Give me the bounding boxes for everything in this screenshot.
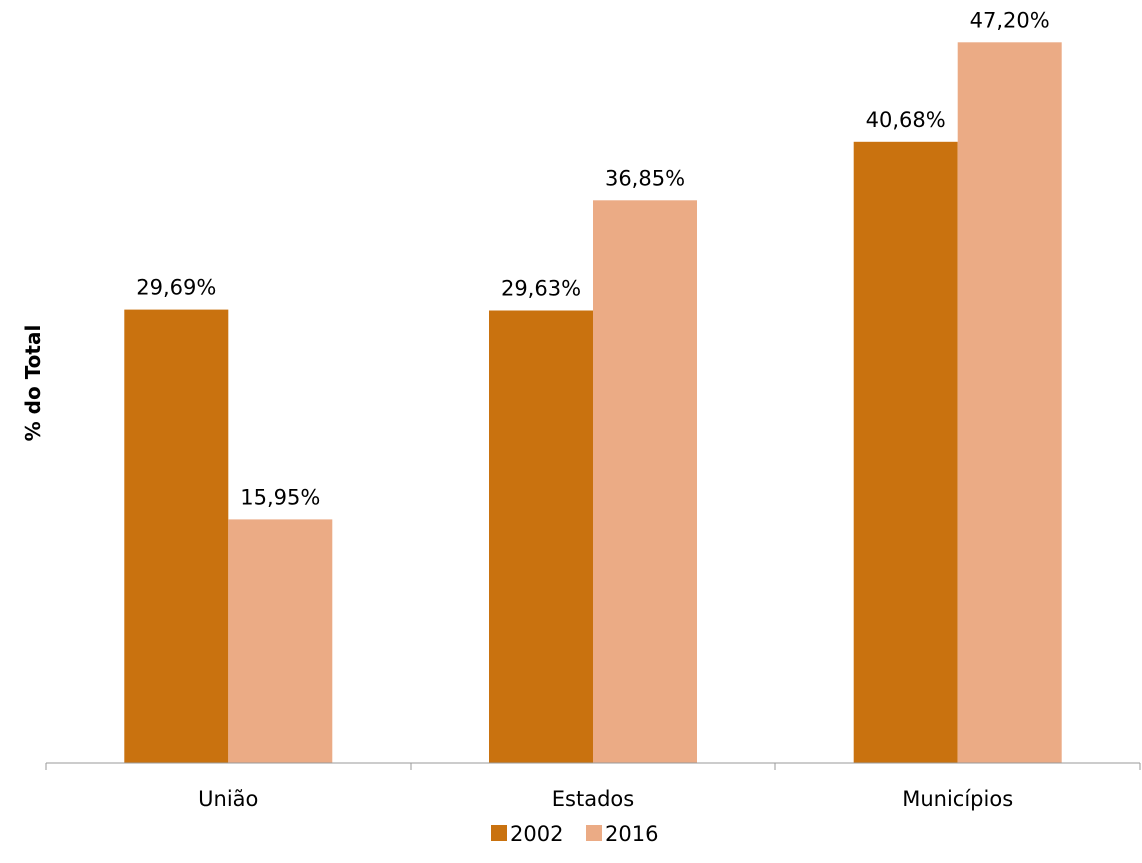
bars-layer <box>124 42 1062 764</box>
bar-municipios-2002 <box>853 141 958 764</box>
bar-estados-2016 <box>593 200 697 764</box>
legend-swatch-2002 <box>491 825 507 841</box>
x-tick-label-estados: Estados <box>552 787 634 811</box>
legend-label-2002: 2002 <box>510 822 563 846</box>
legend-swatch-2016 <box>586 825 602 841</box>
legend: 2002 2016 <box>491 822 658 846</box>
data-label-municipios-2016: 47,20% <box>970 8 1050 32</box>
data-label-estados-2002: 29,63% <box>501 277 581 301</box>
data-labels-layer: 29,69% 15,95% 29,63% 36,85% 40,68% 47,20% <box>136 8 1049 509</box>
bar-estados-2002 <box>489 310 593 763</box>
data-label-uniao-2002: 29,69% <box>136 276 216 300</box>
data-label-uniao-2016: 15,95% <box>240 485 320 509</box>
x-axis: União Estados Municípios <box>45 762 1141 811</box>
bar-uniao-2002 <box>124 309 229 763</box>
data-label-estados-2016: 36,85% <box>605 166 685 190</box>
x-tick-label-uniao: União <box>198 787 258 811</box>
legend-label-2016: 2016 <box>605 822 658 846</box>
bar-uniao-2016 <box>228 519 333 763</box>
y-axis-title: % do Total <box>21 325 45 442</box>
data-label-municipios-2002: 40,68% <box>866 108 946 132</box>
x-tick-label-municipios: Municípios <box>902 787 1013 811</box>
bar-municipios-2016 <box>957 42 1062 764</box>
